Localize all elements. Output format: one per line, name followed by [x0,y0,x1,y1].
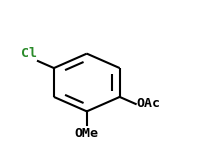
Text: Cl: Cl [21,47,37,60]
Text: OAc: OAc [137,98,161,110]
Text: OMe: OMe [75,127,99,140]
